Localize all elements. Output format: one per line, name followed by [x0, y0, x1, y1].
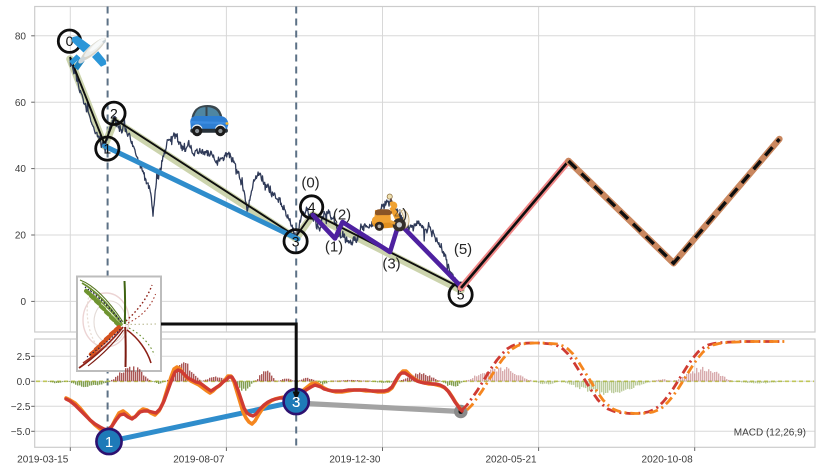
svg-text:2020-10-08: 2020-10-08: [642, 455, 694, 466]
svg-text:(0): (0): [301, 174, 319, 191]
svg-text:40: 40: [15, 164, 27, 175]
svg-text:−2.5: −2.5: [11, 402, 31, 413]
svg-text:5: 5: [457, 287, 465, 303]
svg-text:4: 4: [394, 206, 402, 223]
svg-text:2019-08-07: 2019-08-07: [173, 455, 225, 466]
svg-text:3: 3: [292, 233, 300, 249]
svg-text:MACD (12,26,9): MACD (12,26,9): [734, 428, 806, 439]
svg-text:2020-05-21: 2020-05-21: [485, 455, 537, 466]
svg-text:2.5: 2.5: [17, 352, 31, 363]
svg-text:4: 4: [308, 199, 316, 215]
svg-text:(3): (3): [382, 255, 400, 272]
svg-text:1: 1: [105, 434, 113, 451]
svg-text:0: 0: [66, 33, 74, 49]
svg-text:80: 80: [15, 31, 27, 42]
svg-text:3: 3: [292, 394, 300, 411]
svg-text:(5): (5): [454, 241, 472, 258]
svg-text:): ): [402, 206, 407, 223]
svg-text:2: 2: [110, 105, 118, 121]
svg-text:(2): (2): [333, 206, 351, 223]
svg-text:0.0: 0.0: [17, 377, 31, 388]
svg-text:(1): (1): [325, 238, 343, 255]
svg-text:1: 1: [103, 141, 111, 157]
svg-text:2019-03-15: 2019-03-15: [17, 455, 69, 466]
svg-text:0: 0: [20, 297, 26, 308]
svg-text:2019-12-30: 2019-12-30: [329, 455, 381, 466]
svg-text:60: 60: [15, 98, 27, 109]
svg-text:20: 20: [15, 231, 27, 242]
svg-text:3: 3: [292, 394, 300, 411]
svg-text:−5.0: −5.0: [11, 427, 31, 438]
